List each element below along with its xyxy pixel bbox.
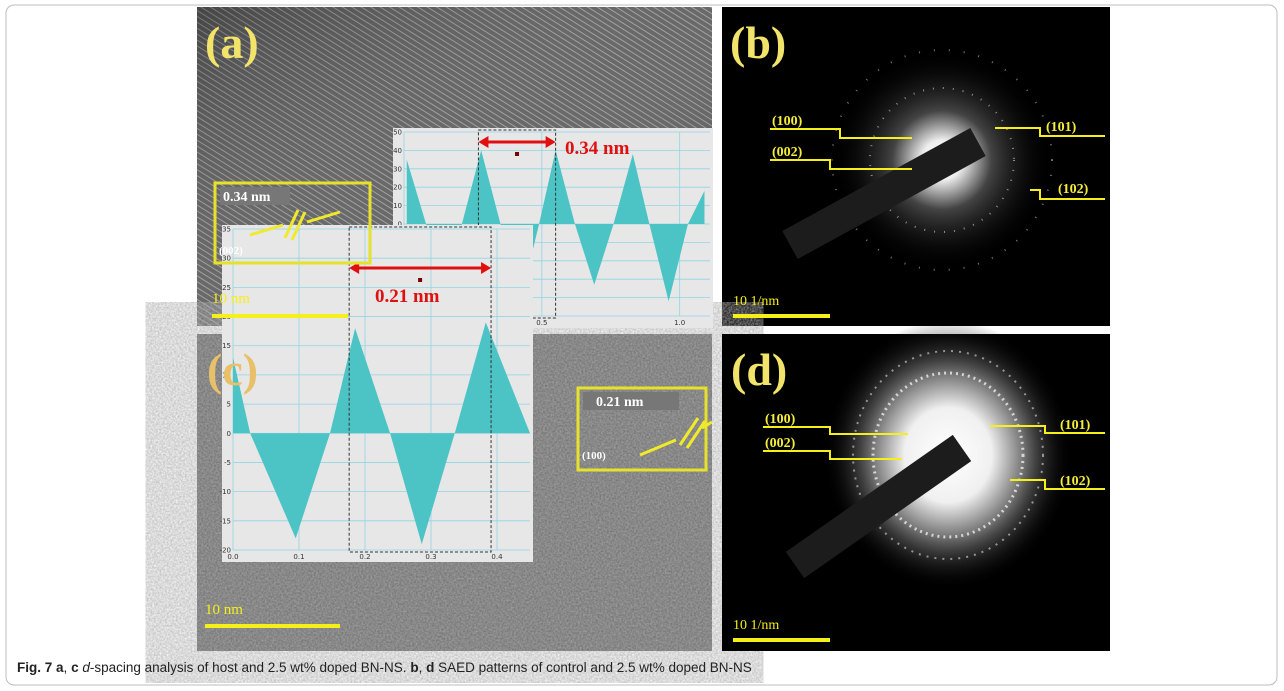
inset-plane: (002) <box>219 245 243 257</box>
x-tick-label: 0.1 <box>293 553 304 561</box>
caption-part: d <box>426 660 434 675</box>
y-tick-label: 30 <box>393 165 402 173</box>
x-tick-label: 0.5 <box>536 319 547 327</box>
measure-label: 0.34 nm <box>565 138 630 159</box>
caption-part: -spacing analysis of host and 2.5 wt% do… <box>90 660 407 675</box>
plane-label: (100) <box>765 412 796 427</box>
caption-part: , <box>419 660 423 675</box>
panel-label: (b) <box>730 17 786 68</box>
plane-label: (102) <box>1060 474 1091 489</box>
panel-label: (d) <box>731 344 787 395</box>
inset-plane: (100) <box>582 450 606 462</box>
caption-part: c <box>71 660 79 675</box>
caption-part: b <box>410 660 418 675</box>
figure: 50403020100-10-20-30-40-500.00.51.00.34 … <box>0 0 1284 691</box>
scale-text: 10 nm <box>212 291 250 307</box>
y-tick-label: 40 <box>393 147 402 155</box>
inset-spacing: 0.21 nm <box>596 395 644 410</box>
caption-part: Fig. 7 <box>17 660 52 675</box>
measure-label: 0.21 nm <box>375 286 440 307</box>
y-tick-label: 35 <box>222 226 231 234</box>
plane-label: (102) <box>1058 182 1089 197</box>
y-tick-label: -10 <box>220 488 231 496</box>
y-tick-label: 0 <box>227 430 231 438</box>
x-tick-label: 0.3 <box>425 553 436 561</box>
marker <box>515 152 519 156</box>
y-tick-label: -15 <box>220 517 231 525</box>
plane-label: (100) <box>772 114 803 129</box>
inset-spacing: 0.34 nm <box>223 190 271 205</box>
panel-label: (a) <box>205 17 259 68</box>
y-tick-label: -5 <box>224 459 231 467</box>
caption-part: SAED patterns of control and 2.5 wt% dop… <box>438 660 752 675</box>
plane-label: (101) <box>1046 120 1077 135</box>
x-tick-label: 0.0 <box>227 553 238 561</box>
y-tick-label: 10 <box>393 202 402 210</box>
y-tick-label: 50 <box>393 129 402 137</box>
caption: Fig. 7 a, c d-spacing analysis of host a… <box>17 660 752 675</box>
x-tick-label: 0.2 <box>359 553 370 561</box>
panel-label: (c) <box>207 344 258 395</box>
x-tick-label: 1.0 <box>674 319 685 327</box>
scale-text: 10 1/nm <box>733 294 779 309</box>
plane-label: (101) <box>1060 418 1091 433</box>
marker <box>418 278 422 282</box>
plane-label: (002) <box>772 145 803 160</box>
scale-text: 10 nm <box>205 602 243 618</box>
y-tick-label: 5 <box>227 401 231 409</box>
scale-text: 10 1/nm <box>733 618 779 633</box>
plane-label: (002) <box>765 436 796 451</box>
y-tick-label: 20 <box>393 184 402 192</box>
x-tick-label: 0.4 <box>491 553 503 561</box>
caption-part: , <box>64 660 68 675</box>
